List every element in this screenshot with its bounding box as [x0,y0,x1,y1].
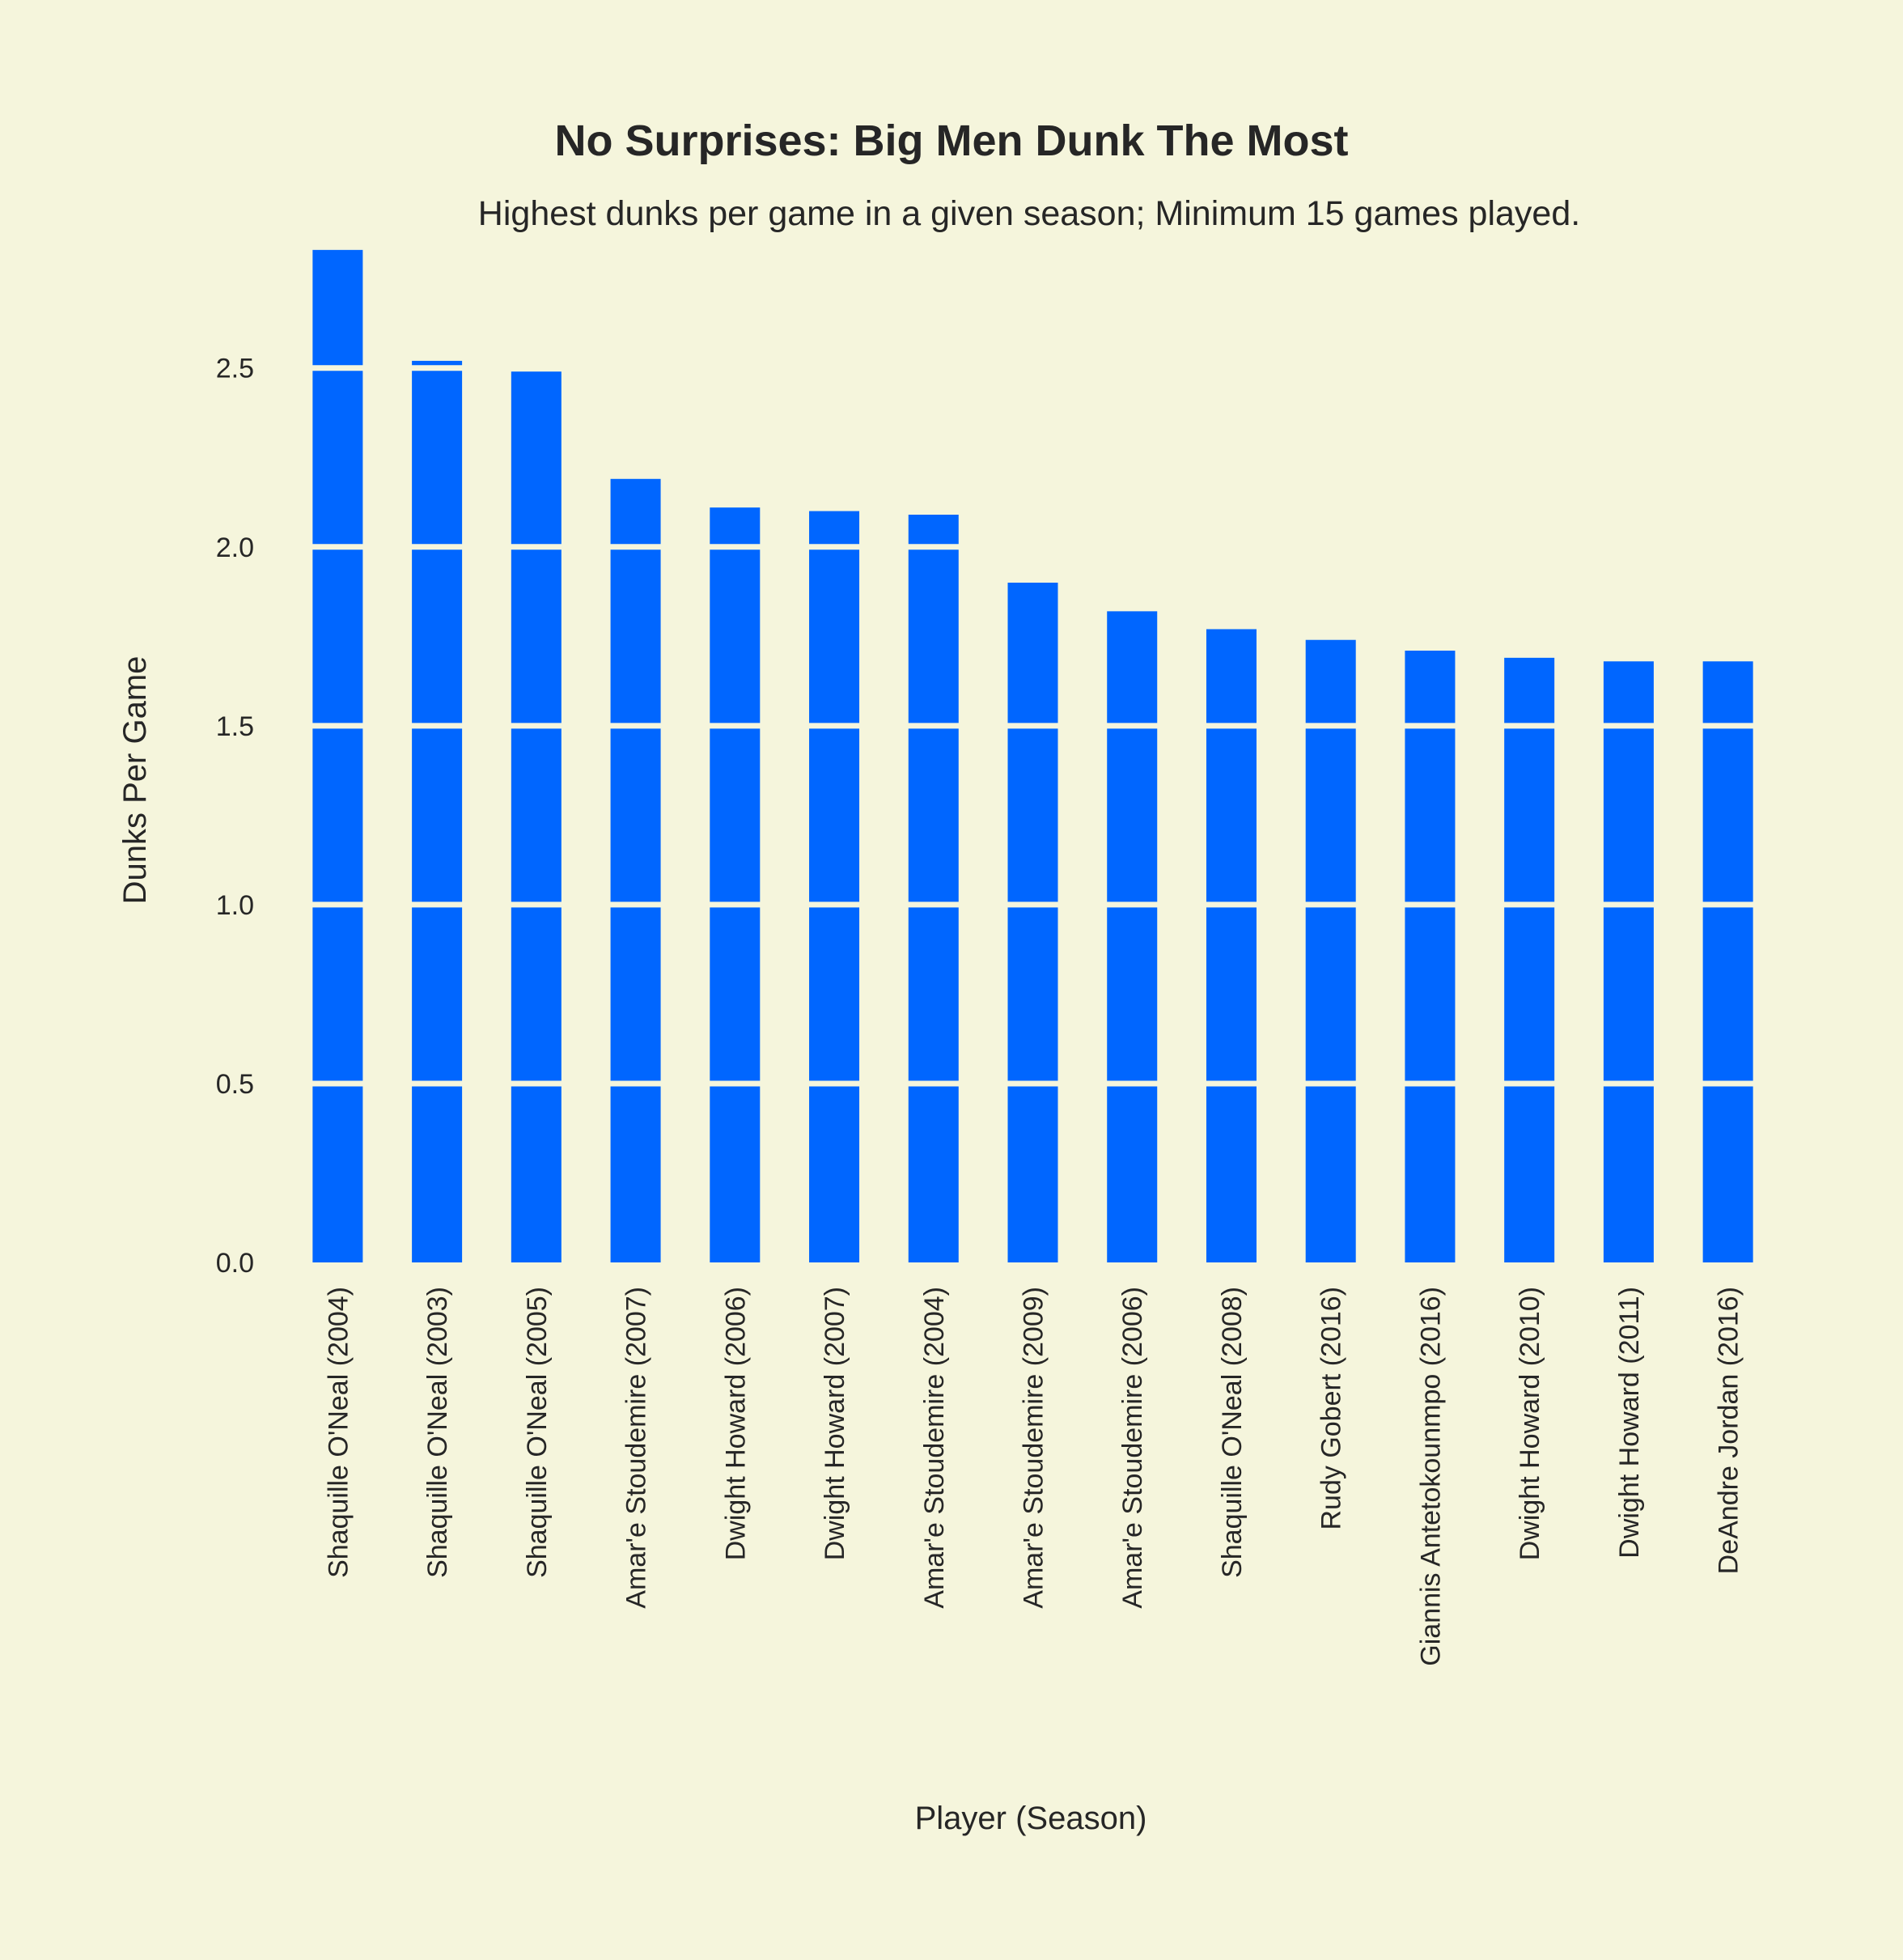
y-tick-label: 0.5 [216,1069,254,1100]
x-tick-label: Shaquille O'Neal (2004) [323,1287,354,1578]
x-tick-label: Dwight Howard (2011) [1614,1287,1645,1559]
bar [1702,661,1753,1262]
bar [610,478,661,1262]
x-tick-label: Shaquille O'Neal (2005) [522,1287,553,1578]
x-tick-label: Amar'e Stoudemire (2004) [919,1287,950,1609]
x-tick-label: Amar'e Stoudemire (2007) [621,1287,652,1609]
y-tick-label: 2.5 [216,354,254,384]
x-tick-label: Shaquille O'Neal (2008) [1217,1287,1248,1578]
bar [809,511,860,1262]
x-axis-label: Player (Season) [915,1801,1147,1836]
x-tick-label: Amar'e Stoudemire (2006) [1117,1287,1148,1609]
bar [1107,611,1158,1262]
y-tick-group: 0.0 0.5 1.0 1.5 2.0 2.5 [216,354,254,1279]
y-tick-label: 0.0 [216,1248,254,1279]
chart-subtitle: Highest dunks per game in a given season… [478,194,1580,233]
bar [1305,639,1356,1262]
y-tick-label: 2.0 [216,532,254,563]
gridline-group [288,365,1778,1087]
x-tick-group: Shaquille O'Neal (2004) Shaquille O'Neal … [323,1287,1744,1666]
x-tick-label: Dwight Howard (2006) [720,1287,751,1560]
bar [412,360,463,1262]
bar [511,371,562,1262]
x-tick-label: Dwight Howard (2007) [820,1287,850,1560]
bar [1504,657,1555,1262]
x-tick-label: DeAndre Jordan (2016) [1714,1287,1744,1574]
bar [1405,651,1456,1262]
bar [1206,629,1257,1262]
x-tick-label: Shaquille O'Neal (2003) [422,1287,453,1578]
y-tick-label: 1.0 [216,890,254,921]
bar [312,249,363,1263]
bar [1007,583,1058,1262]
y-axis-label: Dunks Per Game [117,656,153,905]
x-tick-label: Giannis Antetokounmpo (2016) [1415,1287,1446,1666]
x-tick-label: Amar'e Stoudemire (2009) [1019,1287,1049,1609]
y-tick-label: 1.5 [216,711,254,742]
bar-group [312,249,1753,1263]
bar [710,507,761,1262]
chart-title: No Surprises: Big Men Dunk The Most [554,117,1348,165]
x-tick-label: Dwight Howard (2010) [1515,1287,1545,1560]
bar [1603,661,1654,1262]
x-tick-label: Rudy Gobert (2016) [1316,1287,1347,1530]
bar [908,515,959,1262]
